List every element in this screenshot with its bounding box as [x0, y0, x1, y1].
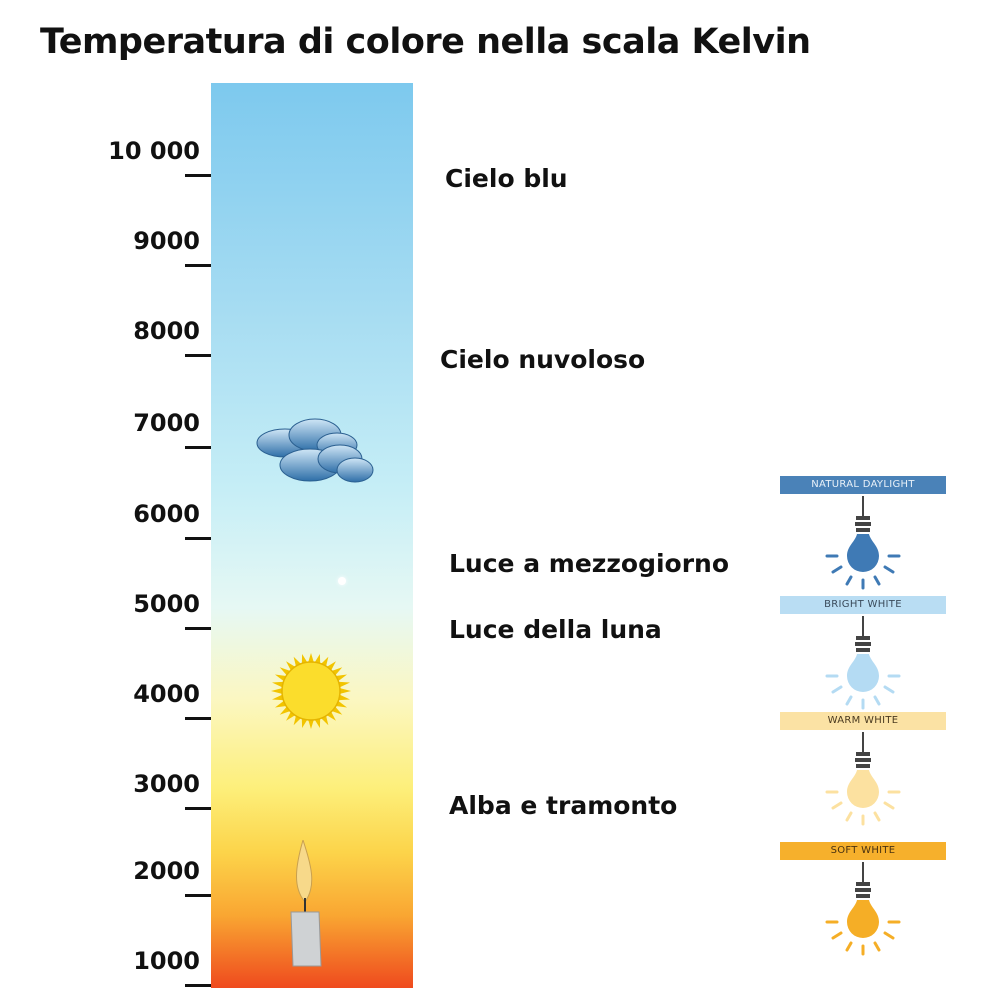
tick-mark: [185, 894, 211, 897]
tick-mark: [185, 984, 211, 987]
tick-label: 10 000: [108, 137, 200, 165]
light-bulb-icon: [823, 616, 903, 710]
tick-mark: [185, 627, 211, 630]
light-bulb-icon: [823, 732, 903, 826]
label-cielo-nuvoloso: Cielo nuvoloso: [440, 345, 646, 374]
kelvin-gradient-bar: [211, 83, 413, 988]
bulb-banner: WARM WHITE: [780, 712, 946, 730]
light-bulb-icon: [823, 862, 903, 956]
page-title: Temperatura di colore nella scala Kelvin: [40, 22, 811, 62]
tick-label: 7000: [133, 409, 200, 437]
tick-label: 3000: [133, 770, 200, 798]
tick-mark: [185, 807, 211, 810]
bulb-banner: NATURAL DAYLIGHT: [780, 476, 946, 494]
bulb-banner: BRIGHT WHITE: [780, 596, 946, 614]
moon-dot-icon: [338, 577, 346, 585]
tick-mark: [185, 174, 211, 177]
label-alba-tramonto: Alba e tramonto: [449, 791, 678, 820]
tick-label: 1000: [133, 947, 200, 975]
label-luce-luna: Luce della luna: [449, 615, 662, 644]
tick-label: 4000: [133, 680, 200, 708]
tick-mark: [185, 354, 211, 357]
tick-label: 2000: [133, 857, 200, 885]
tick-mark: [185, 537, 211, 540]
bulb-banner: SOFT WHITE: [780, 842, 946, 860]
label-cielo-blu: Cielo blu: [445, 164, 568, 193]
sun-icon: [271, 653, 351, 729]
cloud-icon: [256, 418, 374, 483]
tick-label: 6000: [133, 500, 200, 528]
light-bulb-icon: [823, 496, 903, 590]
label-luce-mezzogiorno: Luce a mezzogiorno: [449, 549, 730, 578]
tick-mark: [185, 446, 211, 449]
tick-label: 8000: [133, 317, 200, 345]
tick-mark: [185, 264, 211, 267]
tick-label: 5000: [133, 590, 200, 618]
tick-label: 9000: [133, 227, 200, 255]
candle-icon: [290, 840, 322, 967]
tick-mark: [185, 717, 211, 720]
